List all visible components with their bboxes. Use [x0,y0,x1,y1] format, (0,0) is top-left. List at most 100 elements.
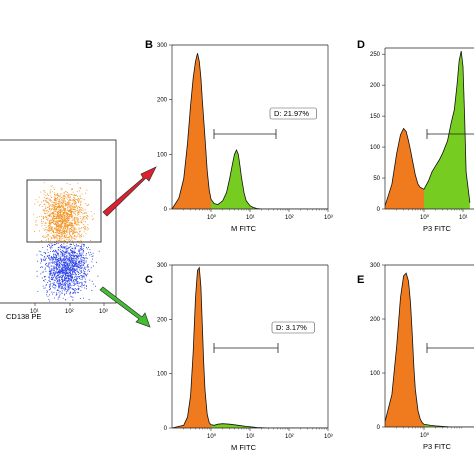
y-tick-label: 50 [373,176,380,182]
scatter-point [53,187,55,189]
scatter-point [54,201,56,203]
scatter-point [55,213,57,215]
y-tick-label: 100 [157,152,168,158]
scatter-point [61,284,62,286]
scatter-point [54,270,55,272]
scatter-point [62,263,64,265]
scatter-point [50,230,52,231]
scatter-point [78,198,80,200]
scatter-point [78,240,80,242]
scatter-point [67,209,69,211]
scatter-point [78,235,80,237]
scatter-point [70,249,72,250]
scatter-point [65,201,67,203]
scatter-point [43,221,44,223]
scatter-point [77,263,79,265]
scatter-point [81,272,83,273]
scatter-point [75,268,77,270]
scatter-point [44,196,45,198]
scatter-point [47,282,49,283]
scatter-point [70,284,71,286]
scatter-point [74,198,76,200]
scatter-point [81,265,83,266]
scatter-point [72,289,74,290]
scatter-point [65,223,66,225]
scatter-point [54,194,56,196]
scatter-point [35,219,37,221]
scatter-point [89,279,91,281]
scatter-point [73,197,75,198]
scatter-point [62,214,64,215]
scatter-point [62,210,64,212]
scatter-point [85,212,87,214]
scatter-point [73,269,75,270]
scatter-point [68,196,69,198]
scatter-point [65,259,67,260]
scatter-point [54,222,56,224]
scatter-point [65,221,66,222]
scatter-point [76,280,78,282]
scatter-point [53,207,55,209]
y-tick-label: 100 [370,371,381,377]
scatter-point [73,267,75,269]
scatter-point [76,205,78,207]
scatter-point [76,262,77,264]
scatter-point [49,220,51,222]
scatter-point [74,271,75,273]
scatter-point [56,208,58,210]
scatter-point [57,262,59,264]
scatter-point [50,228,52,230]
scatter-point [80,268,82,269]
scatter-point [56,293,58,295]
scatter-point [60,211,62,213]
scatter-point [40,254,42,256]
scatter-point [64,197,65,199]
scatter-point [52,220,54,221]
scatter-point [75,203,76,205]
scatter-point [58,229,60,231]
scatter-point [73,264,75,266]
scatter-point [57,213,58,214]
scatter-point [68,275,70,276]
scatter-point [53,270,54,272]
scatter-point [50,200,52,201]
scatter-point [55,218,57,220]
scatter-point [78,221,80,223]
scatter-point [67,278,69,279]
scatter-point [64,231,66,232]
scatter-point [79,256,81,258]
scatter-point [56,268,58,269]
scatter-point [64,225,65,227]
scatter-point [63,261,65,263]
scatter-point [57,224,59,226]
scatter-point [71,223,72,225]
scatter-point [67,247,69,249]
scatter-point [45,206,47,208]
scatter-point [53,272,55,273]
scatter-point [58,249,60,251]
scatter-point [67,227,68,229]
scatter-point [69,275,71,277]
scatter-point [54,273,56,275]
scatter-point [66,291,67,293]
scatter-point [50,259,52,261]
scatter-point [71,270,72,271]
scatter-point [75,238,77,240]
scatter-point [64,221,66,223]
scatter-point [57,278,59,280]
scatter-point [83,276,85,277]
scatter-point [49,245,50,246]
scatter-point [65,268,66,270]
scatter-point [78,254,80,256]
scatter-point [61,278,62,280]
scatter-point [57,264,59,266]
scatter-point [74,291,75,293]
scatter-point [59,200,61,202]
scatter-point [34,231,35,232]
scatter-point [61,217,62,219]
scatter-point [68,230,70,232]
scatter-point [66,182,68,184]
scatter-point [41,225,43,227]
scatter-point [87,227,88,229]
